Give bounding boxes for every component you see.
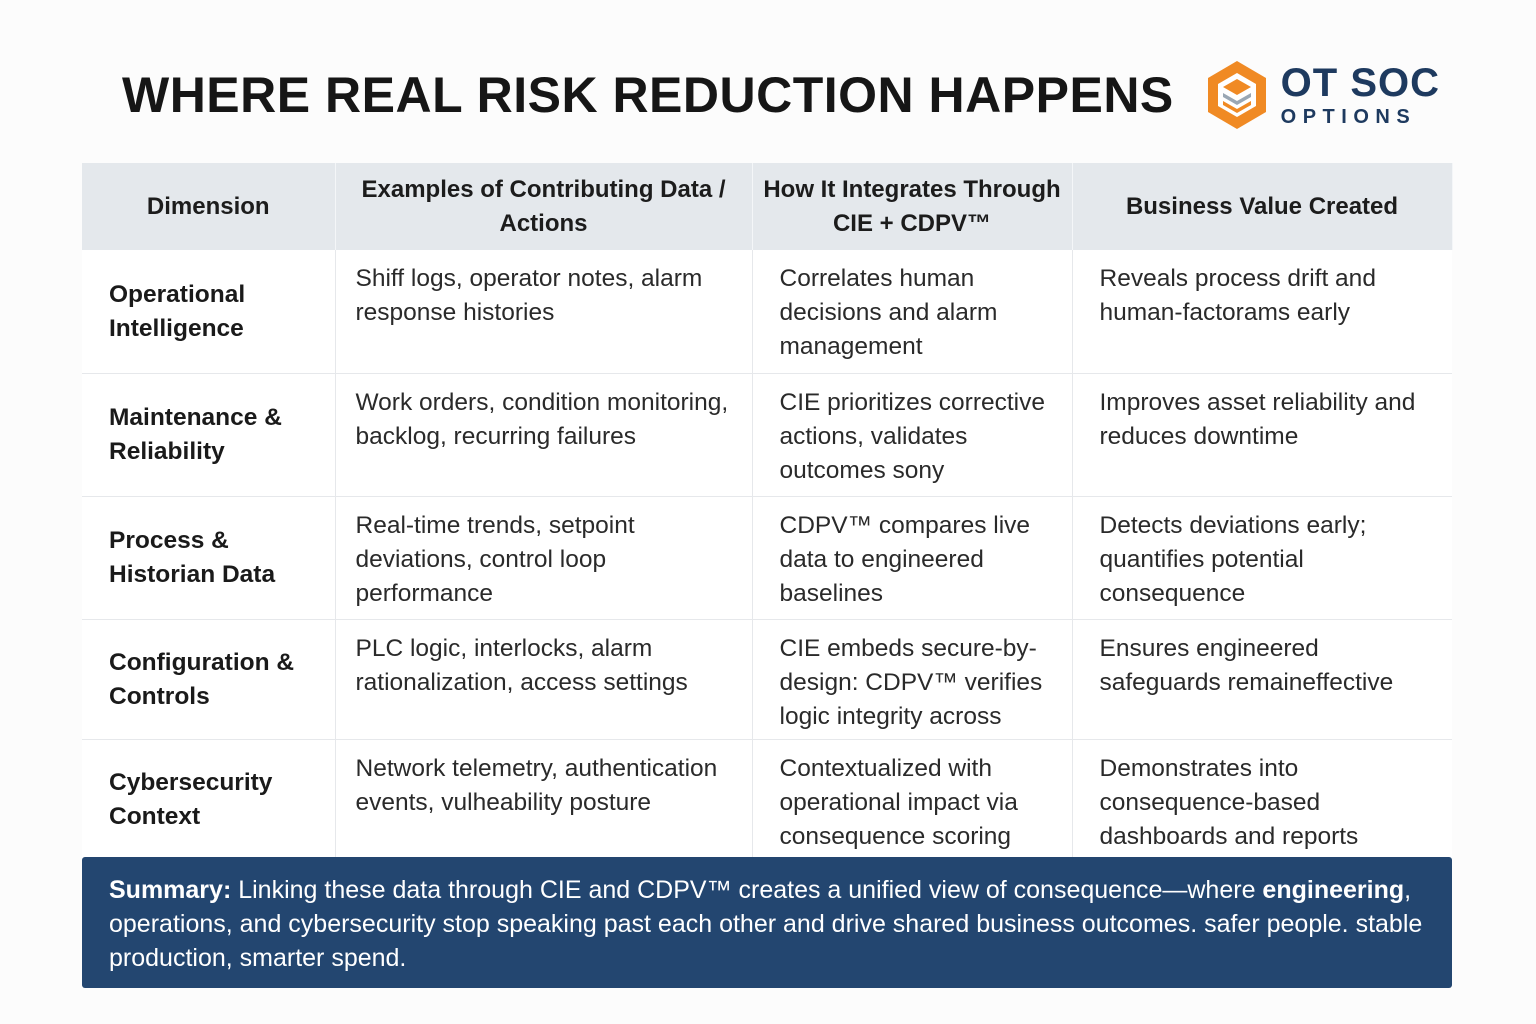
- hexagon-logo-icon: [1207, 61, 1266, 129]
- table-row: Configuration & Controls PLC logic, inte…: [82, 619, 1452, 740]
- summary-box: Summary: Linking these data through CIE …: [82, 857, 1452, 988]
- dimension-cell: Configuration & Controls: [82, 619, 336, 740]
- table-row: Cybersecurity Context Network telemetry,…: [82, 739, 1452, 860]
- value-cell: Improves asset reliability and reduces d…: [1072, 373, 1452, 497]
- examples-cell: Network telemetry, authentication events…: [335, 739, 753, 860]
- dimension-cell: Process & Historian Data: [82, 496, 336, 620]
- value-cell: Demonstrates into consequence-based dash…: [1072, 739, 1452, 860]
- table-row: Maintenance & Reliability Work orders, c…: [82, 373, 1452, 497]
- dimension-cell: Operational Intelligence: [82, 250, 336, 374]
- logo-wordmark-top: OT SOC: [1280, 61, 1440, 105]
- examples-cell: Real-time trends, setpoint deviations, c…: [335, 496, 753, 620]
- dimension-cell: Cybersecurity Context: [82, 739, 336, 860]
- header: WHERE REAL RISK REDUCTION HAPPENS OT SOC…: [82, 40, 1452, 150]
- examples-cell: PLC logic, interlocks, alarm rationaliza…: [335, 619, 753, 740]
- integration-cell: CDPV™ compares live data to engineered b…: [752, 496, 1073, 620]
- logo-wordmark-bottom: OPTIONS: [1280, 106, 1417, 128]
- integration-cell: Contextualized with operational impact v…: [752, 739, 1073, 860]
- integration-cell: CIE prioritizes corrective actions, vali…: [752, 373, 1073, 497]
- value-cell: Ensures engineered safeguards remaineffe…: [1072, 619, 1452, 740]
- table-row: Operational Intelligence Shiff logs, ope…: [82, 250, 1452, 374]
- examples-cell: Work orders, condition monitoring, backl…: [335, 373, 753, 497]
- table-header-row: Dimension Examples of Contributing Data …: [82, 163, 1453, 250]
- logo: OT SOC OPTIONS: [1205, 59, 1440, 131]
- header-business-value: Business Value Created: [1072, 163, 1453, 250]
- value-cell: Detects deviations early; quantifies pot…: [1072, 496, 1452, 620]
- summary-text: Linking these data through CIE and CDPV™…: [231, 876, 1263, 904]
- header-integration: How It Integrates Through CIE + CDPV™: [752, 163, 1073, 250]
- value-cell: Reveals process drift and human-factoram…: [1072, 250, 1452, 374]
- header-dimension: Dimension: [82, 163, 336, 250]
- integration-cell: Correlates human decisions and alarm man…: [752, 250, 1073, 374]
- summary-bold-word: engineering: [1262, 876, 1405, 904]
- summary-label: Summary:: [109, 876, 232, 904]
- examples-cell: Shiff logs, operator notes, alarm respon…: [335, 250, 753, 374]
- integration-cell: CIE embeds secure-by-design: CDPV™ verif…: [752, 619, 1073, 740]
- table-row: Process & Historian Data Real-time trend…: [82, 496, 1452, 620]
- risk-table: Dimension Examples of Contributing Data …: [82, 163, 1453, 860]
- summary-text-continued: , operations, and cybersecurity stop spe…: [109, 876, 1423, 972]
- page-title: WHERE REAL RISK REDUCTION HAPPENS: [122, 67, 1174, 123]
- dimension-cell: Maintenance & Reliability: [82, 373, 336, 497]
- header-examples: Examples of Contributing Data / Actions: [335, 163, 753, 250]
